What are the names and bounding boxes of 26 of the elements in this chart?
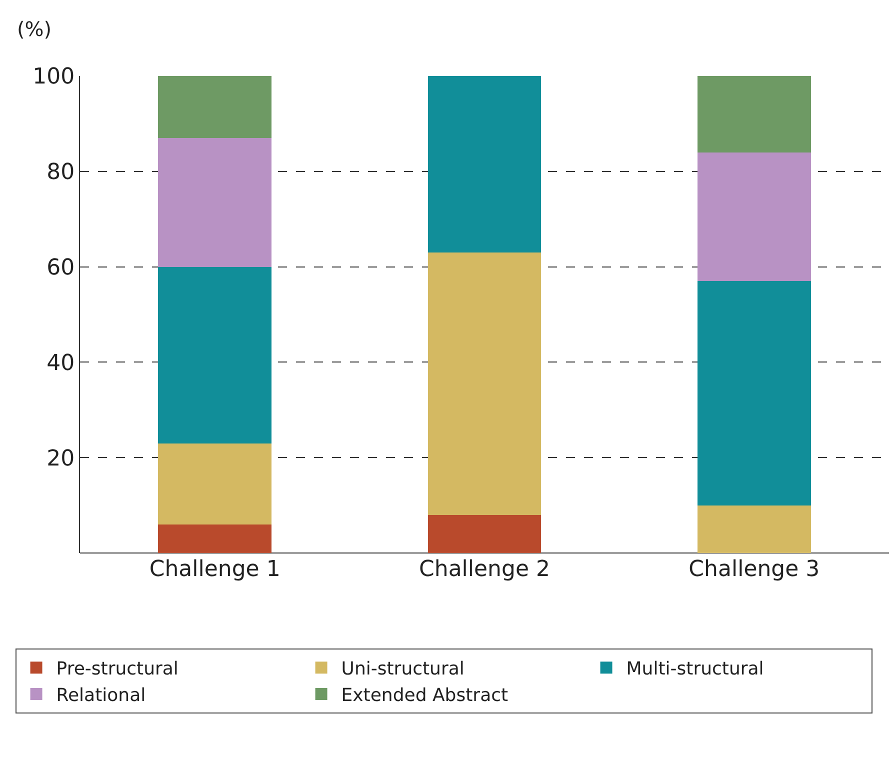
bar bbox=[158, 443, 272, 524]
legend-label: Extended Abstract bbox=[341, 685, 508, 706]
bar bbox=[428, 76, 542, 252]
y-tick-label: 100 bbox=[32, 64, 75, 90]
x-tick-label: Challenge 1 bbox=[149, 557, 280, 582]
legend-label: Relational bbox=[56, 685, 146, 706]
bar bbox=[698, 281, 811, 506]
bar bbox=[698, 505, 811, 553]
bar bbox=[158, 524, 272, 553]
y-tick-label: 80 bbox=[46, 160, 75, 186]
bar bbox=[428, 514, 542, 553]
bar bbox=[698, 76, 811, 152]
x-tick-label: Challenge 3 bbox=[688, 557, 820, 582]
x-tick-label: Challenge 2 bbox=[419, 557, 550, 582]
y-tick-label: 60 bbox=[46, 256, 75, 280]
y-tick-label: 40 bbox=[46, 350, 75, 376]
y-axis-title: (%) bbox=[17, 17, 52, 41]
legend-label: Multi-structural bbox=[626, 658, 764, 680]
bar bbox=[158, 138, 272, 267]
bar bbox=[698, 152, 811, 282]
legend-label: Pre-structural bbox=[56, 658, 178, 680]
bar bbox=[428, 252, 542, 515]
bar bbox=[158, 76, 272, 138]
bar bbox=[158, 266, 272, 444]
legend-label: Uni-structural bbox=[341, 658, 464, 680]
y-tick-label: 20 bbox=[46, 446, 75, 472]
